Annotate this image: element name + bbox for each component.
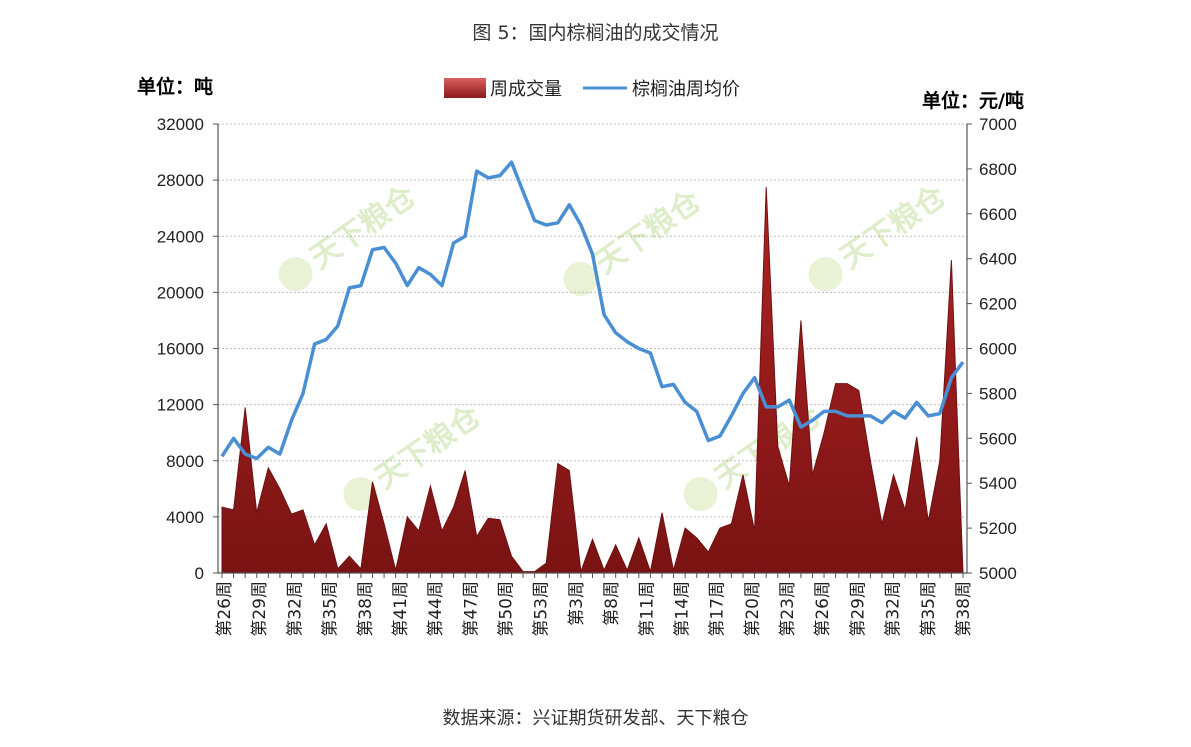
x-tick-label: 第11周	[637, 581, 657, 637]
watermark-stamp: 天下粮仓	[808, 178, 953, 292]
watermark-logo	[563, 262, 598, 297]
right-axis-label: 单位：元/吨	[922, 89, 1024, 112]
left-tick-label: 4000	[166, 508, 204, 527]
x-tick-label: 第35周	[919, 581, 939, 637]
x-tick-label: 第44周	[426, 581, 446, 637]
right-axis-ticks: 5000 5200 5400 5600 5800 6000 6200 6400 6600 6800…	[967, 115, 1017, 583]
left-tick-label: 8000	[166, 452, 204, 471]
right-tick-label: 7000	[979, 115, 1017, 134]
x-axis-ticks: 第26周 第29周 第32周 第35周 第38周 第41周 第44周 第47周 第50周 第53周…	[215, 581, 974, 637]
watermark-logo	[278, 257, 313, 292]
chart-canvas: 单位：吨 单位：元/吨 周成交量 棕榈油周均价 天下粮仓 天下粮仓 天下粮仓天下粮仓…	[137, 75, 1024, 637]
watermark-stamp: 天下粮仓	[278, 178, 423, 292]
right-tick-label: 5400	[979, 474, 1017, 493]
chart-title: 图 5：国内棕榈油的成交情况	[472, 22, 719, 44]
left-axis-label: 单位：吨	[137, 75, 213, 98]
right-tick-label: 6200	[979, 295, 1017, 314]
x-tick-label: 第41周	[391, 581, 411, 637]
left-tick-label: 16000	[157, 340, 204, 359]
x-tick-label: 第35周	[321, 581, 341, 637]
x-tick-label: 第29周	[250, 581, 270, 637]
x-tick-label: 第38周	[954, 581, 974, 637]
legend-area-swatch	[444, 78, 486, 98]
x-tick-label: 第53周	[532, 581, 552, 637]
x-tick-label: 第29周	[848, 581, 868, 637]
left-tick-label: 32000	[157, 115, 204, 134]
legend: 周成交量 棕榈油周均价	[444, 78, 740, 100]
x-tick-label: 第23周	[778, 581, 798, 637]
right-tick-label: 5000	[979, 564, 1017, 583]
x-tick-label: 第26周	[215, 581, 235, 637]
x-tick-label: 第38周	[356, 581, 376, 637]
watermark-stamp: 天下粮仓	[563, 183, 708, 297]
watermark-text: 天下粮仓	[304, 178, 423, 276]
watermark-text: 天下粮仓	[369, 398, 488, 496]
right-tick-label: 5600	[979, 429, 1017, 448]
right-tick-label: 6400	[979, 250, 1017, 269]
x-tick-label: 第50周	[497, 581, 517, 637]
x-tick-label: 第20周	[743, 581, 763, 637]
right-tick-label: 6600	[979, 205, 1017, 224]
data-source-note: 数据来源：兴证期货研发部、天下粮仓	[442, 708, 749, 729]
left-tick-label: 12000	[157, 396, 204, 415]
x-tick-label: 第14周	[673, 581, 693, 637]
legend-volume-label: 周成交量	[490, 79, 562, 100]
legend-price-label: 棕榈油周均价	[632, 79, 740, 100]
x-tick-label: 第3周	[567, 581, 587, 626]
left-tick-label: 0	[195, 564, 204, 583]
left-tick-label: 28000	[157, 171, 204, 190]
price-line-series	[220, 160, 965, 461]
left-tick-label: 20000	[157, 283, 204, 302]
volume-area-series	[221, 187, 964, 574]
watermark-text: 天下粮仓	[834, 178, 953, 276]
watermark-logo	[683, 477, 718, 512]
left-tick-label: 24000	[157, 227, 204, 246]
watermark-text: 天下粮仓	[589, 183, 708, 281]
x-tick-label: 第32周	[285, 581, 305, 637]
x-tick-label: 第26周	[813, 581, 833, 637]
x-tick-label: 第47周	[461, 581, 481, 637]
x-tick-label: 第8周	[602, 581, 622, 626]
right-tick-label: 5200	[979, 519, 1017, 538]
right-tick-label: 6000	[979, 340, 1017, 359]
right-tick-label: 5800	[979, 384, 1017, 403]
right-tick-label: 6800	[979, 160, 1017, 179]
x-tick-label: 第17周	[708, 581, 728, 637]
x-tick-label: 第32周	[884, 581, 904, 637]
watermark-logo	[808, 257, 843, 292]
watermark-logo	[343, 477, 378, 512]
left-axis-ticks: 0 4000 8000 12000 16000 20000 24000 28000 32000	[157, 115, 218, 583]
